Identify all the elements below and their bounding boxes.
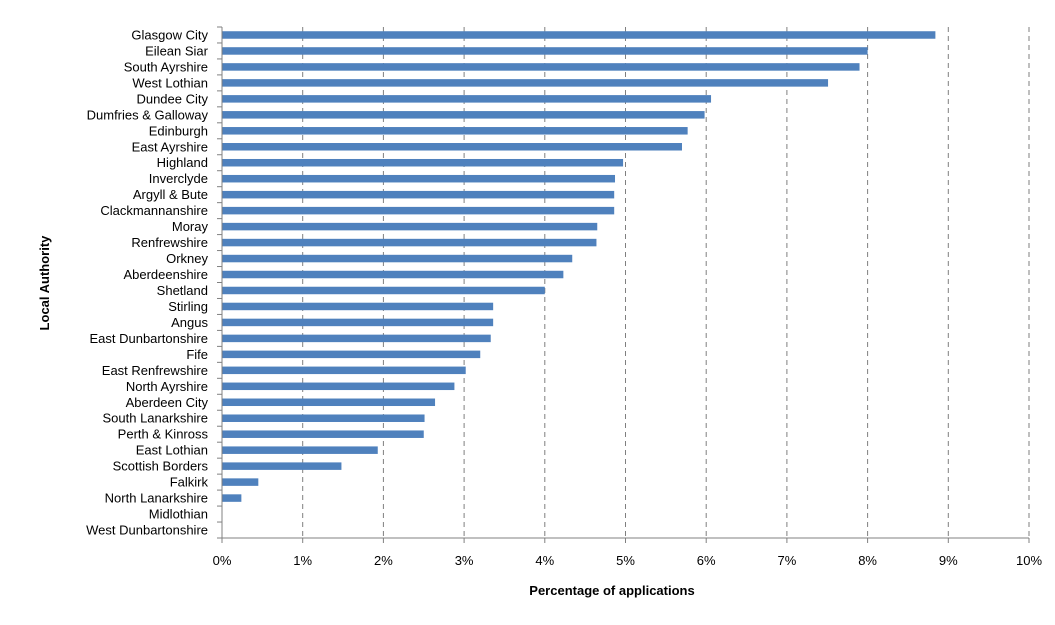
category-label: Fife xyxy=(186,347,208,362)
category-label: West Dunbartonshire xyxy=(86,523,208,538)
bar xyxy=(222,111,705,119)
bar xyxy=(222,414,425,422)
bar xyxy=(222,206,615,215)
bar xyxy=(222,79,829,87)
gridlines xyxy=(302,27,1030,538)
bar xyxy=(222,318,494,327)
category-label: Dumfries & Galloway xyxy=(87,107,209,122)
category-label: Highland xyxy=(157,155,208,170)
category-label: Renfrewshire xyxy=(131,235,208,250)
x-tick-label: 9% xyxy=(939,553,958,568)
bar xyxy=(222,302,494,311)
category-label: Aberdeen City xyxy=(126,395,209,410)
category-label: Clackmannanshire xyxy=(100,203,208,218)
bar xyxy=(222,382,455,391)
category-label: Eilean Siar xyxy=(145,43,209,58)
category-label: Orkney xyxy=(166,251,208,266)
category-label: Glasgow City xyxy=(131,27,208,42)
y-axis-title: Local Authority xyxy=(37,235,52,331)
bar xyxy=(222,31,936,39)
x-tick-label: 1% xyxy=(293,553,312,568)
category-label: Falkirk xyxy=(170,475,209,490)
x-tick-label: 3% xyxy=(455,553,474,568)
bar xyxy=(222,270,564,279)
category-label: Edinburgh xyxy=(149,123,208,138)
bar xyxy=(222,47,868,55)
x-tick-label: 2% xyxy=(374,553,393,568)
x-tick-label: 8% xyxy=(858,553,877,568)
category-label: West Lothian xyxy=(132,75,208,90)
bar xyxy=(222,238,597,247)
bar xyxy=(222,462,342,470)
bar xyxy=(222,143,682,151)
category-label: Dundee City xyxy=(136,91,208,106)
category-label: East Ayrshire xyxy=(132,139,208,154)
category-label: Inverclyde xyxy=(149,171,208,186)
category-label: Angus xyxy=(171,315,208,330)
axes xyxy=(217,26,1030,543)
bar xyxy=(222,430,424,438)
bar xyxy=(222,127,688,135)
category-label: South Ayrshire xyxy=(124,59,208,74)
category-label: Stirling xyxy=(168,299,208,314)
x-tick-label: 0% xyxy=(213,553,232,568)
bar xyxy=(222,95,712,103)
category-label: Argyll & Bute xyxy=(133,187,208,202)
bar xyxy=(222,350,481,359)
bar xyxy=(222,334,491,343)
category-label: East Dunbartonshire xyxy=(89,331,208,346)
category-label: East Renfrewshire xyxy=(102,363,208,378)
category-label: East Lothian xyxy=(136,443,208,458)
bar xyxy=(222,63,860,71)
x-tick-labels: 0% 1% 2% 3% 4% 5% 6% 7% 8% 9% 10% xyxy=(213,553,1043,568)
category-label: Perth & Kinross xyxy=(118,427,209,442)
bar xyxy=(222,286,545,295)
bar xyxy=(222,190,615,199)
x-tick-label: 6% xyxy=(697,553,716,568)
bar xyxy=(222,254,573,263)
bar xyxy=(222,366,466,375)
category-label: North Lanarkshire xyxy=(105,491,208,506)
category-label: Aberdeenshire xyxy=(123,267,208,282)
x-tick-label: 7% xyxy=(778,553,797,568)
bar xyxy=(222,446,378,454)
category-label: North Ayrshire xyxy=(126,379,208,394)
bar xyxy=(222,494,242,502)
category-label: Shetland xyxy=(157,283,208,298)
category-label: Scottish Borders xyxy=(113,459,209,474)
bar xyxy=(222,478,259,486)
category-label: Moray xyxy=(172,219,209,234)
x-tick-label: 10% xyxy=(1016,553,1042,568)
bars xyxy=(222,31,936,502)
bar xyxy=(222,174,616,183)
category-label: South Lanarkshire xyxy=(102,411,208,426)
bar xyxy=(222,398,436,407)
x-tick-label: 4% xyxy=(535,553,554,568)
x-tick-label: 5% xyxy=(616,553,635,568)
bar xyxy=(222,222,598,231)
bar xyxy=(222,158,624,167)
x-axis-title: Percentage of applications xyxy=(529,583,694,598)
category-label: Midlothian xyxy=(149,507,208,522)
